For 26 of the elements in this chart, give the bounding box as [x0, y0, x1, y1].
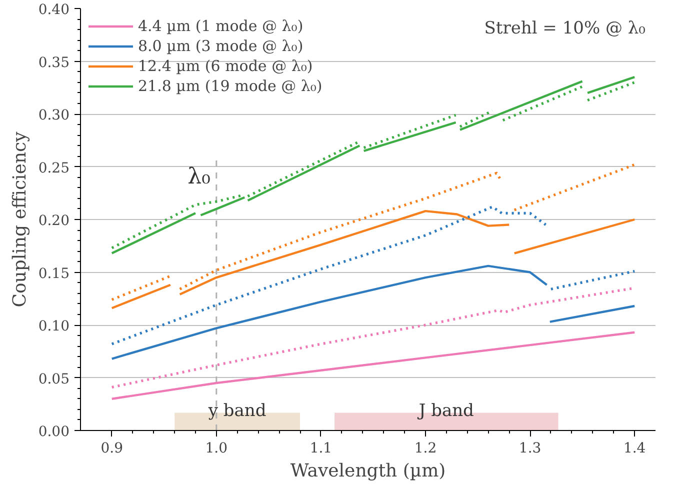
x-tick-label: 1.3 [518, 440, 542, 456]
legend-label: 12.4 µm (6 mode @ λ₀) [138, 57, 313, 75]
legend-label: 21.8 µm (19 mode @ λ₀) [138, 77, 322, 95]
y-axis-title: Coupling efficiency [9, 130, 30, 308]
y-tick-label: 0.10 [38, 318, 70, 334]
x-tick-label: 1.0 [205, 440, 228, 456]
x-tick-label: 1.4 [623, 440, 646, 456]
y-tick-label: 0.05 [38, 371, 70, 388]
annotation: Strehl = 10% @ λ₀ [484, 18, 646, 38]
ref-line-label: λ₀ [188, 164, 211, 190]
band-label: y band [207, 401, 266, 422]
x-tick-label: 1.2 [414, 440, 437, 456]
x-tick-label: 1.1 [310, 440, 332, 456]
y-tick-label: 0.20 [38, 213, 70, 229]
legend-label: 8.0 µm (3 mode @ λ₀) [138, 37, 304, 55]
legend-label: 4.4 µm (1 mode @ λ₀) [138, 17, 304, 35]
x-axis-title: Wavelength (µm) [290, 460, 446, 482]
y-tick-label: 0.25 [38, 160, 70, 176]
y-tick-label: 0.40 [38, 2, 70, 18]
y-tick-label: 0.35 [38, 54, 70, 71]
y-tick-label: 0.30 [38, 108, 70, 124]
band-label: J band [416, 401, 474, 422]
line-series [110, 331, 636, 400]
y-tick-label: 0.00 [38, 424, 70, 440]
y-tick-label: 0.15 [38, 266, 70, 282]
x-tick-label: 0.9 [100, 440, 123, 456]
